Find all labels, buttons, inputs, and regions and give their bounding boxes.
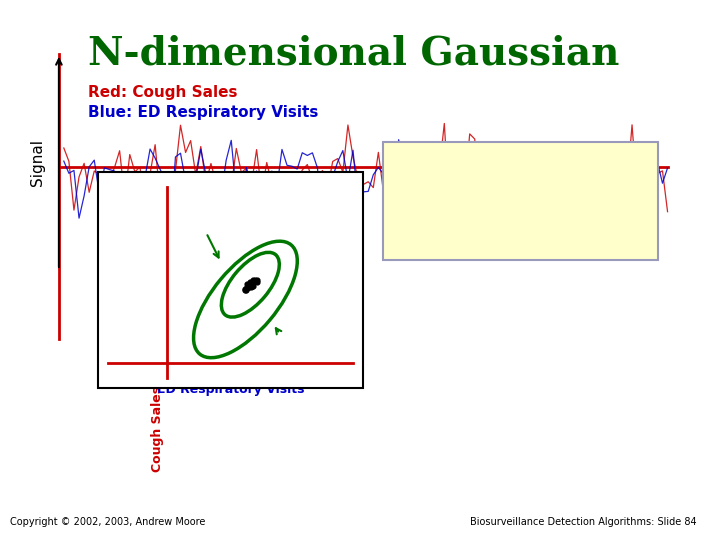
FancyBboxPatch shape [383, 143, 658, 260]
Text: Cough Sales: Cough Sales [139, 242, 152, 328]
Point [246, 281, 258, 289]
Point [251, 275, 263, 284]
Point [244, 281, 256, 290]
Text: Red: Cough Sales: Red: Cough Sales [89, 85, 238, 100]
Text: 2 Sigma: 2 Sigma [280, 341, 343, 355]
Text: Biosurveillance Detection Algorithms: Slide 84: Biosurveillance Detection Algorithms: Sl… [470, 517, 697, 527]
Point [244, 280, 256, 289]
Text: Copyright © 2002, 2003, Andrew Moore: Copyright © 2002, 2003, Andrew Moore [10, 517, 205, 527]
Point [242, 283, 253, 292]
Point [247, 276, 258, 285]
Point [245, 282, 256, 291]
Point [244, 278, 256, 286]
Point [240, 285, 251, 293]
Point [246, 281, 257, 290]
Point [242, 280, 253, 288]
Point [251, 277, 263, 286]
Text: Blue: ED Respiratory Visits: Blue: ED Respiratory Visits [89, 105, 319, 120]
FancyBboxPatch shape [98, 172, 363, 388]
Text: Signal: Signal [30, 139, 45, 186]
Text: N-dimensional Gaussian: N-dimensional Gaussian [88, 35, 619, 72]
Text: Cough Sales: Cough Sales [150, 386, 163, 472]
Point [243, 282, 255, 291]
Point [246, 279, 258, 287]
Text: Model the joint with a Gaussian: Model the joint with a Gaussian [392, 181, 654, 200]
Point [242, 284, 253, 292]
Point [240, 286, 251, 294]
Point [246, 278, 258, 286]
Text: Good Practical Idea:: Good Practical Idea: [392, 157, 582, 175]
Point [246, 282, 258, 291]
Point [243, 282, 254, 291]
Point [240, 286, 251, 294]
Text: One Sigma: One Sigma [181, 212, 266, 226]
Point [249, 275, 261, 284]
Point [248, 281, 259, 290]
Point [243, 282, 255, 291]
Point [247, 278, 258, 287]
Text: ED Respiratory Visits: ED Respiratory Visits [157, 383, 305, 396]
Point [241, 283, 253, 292]
